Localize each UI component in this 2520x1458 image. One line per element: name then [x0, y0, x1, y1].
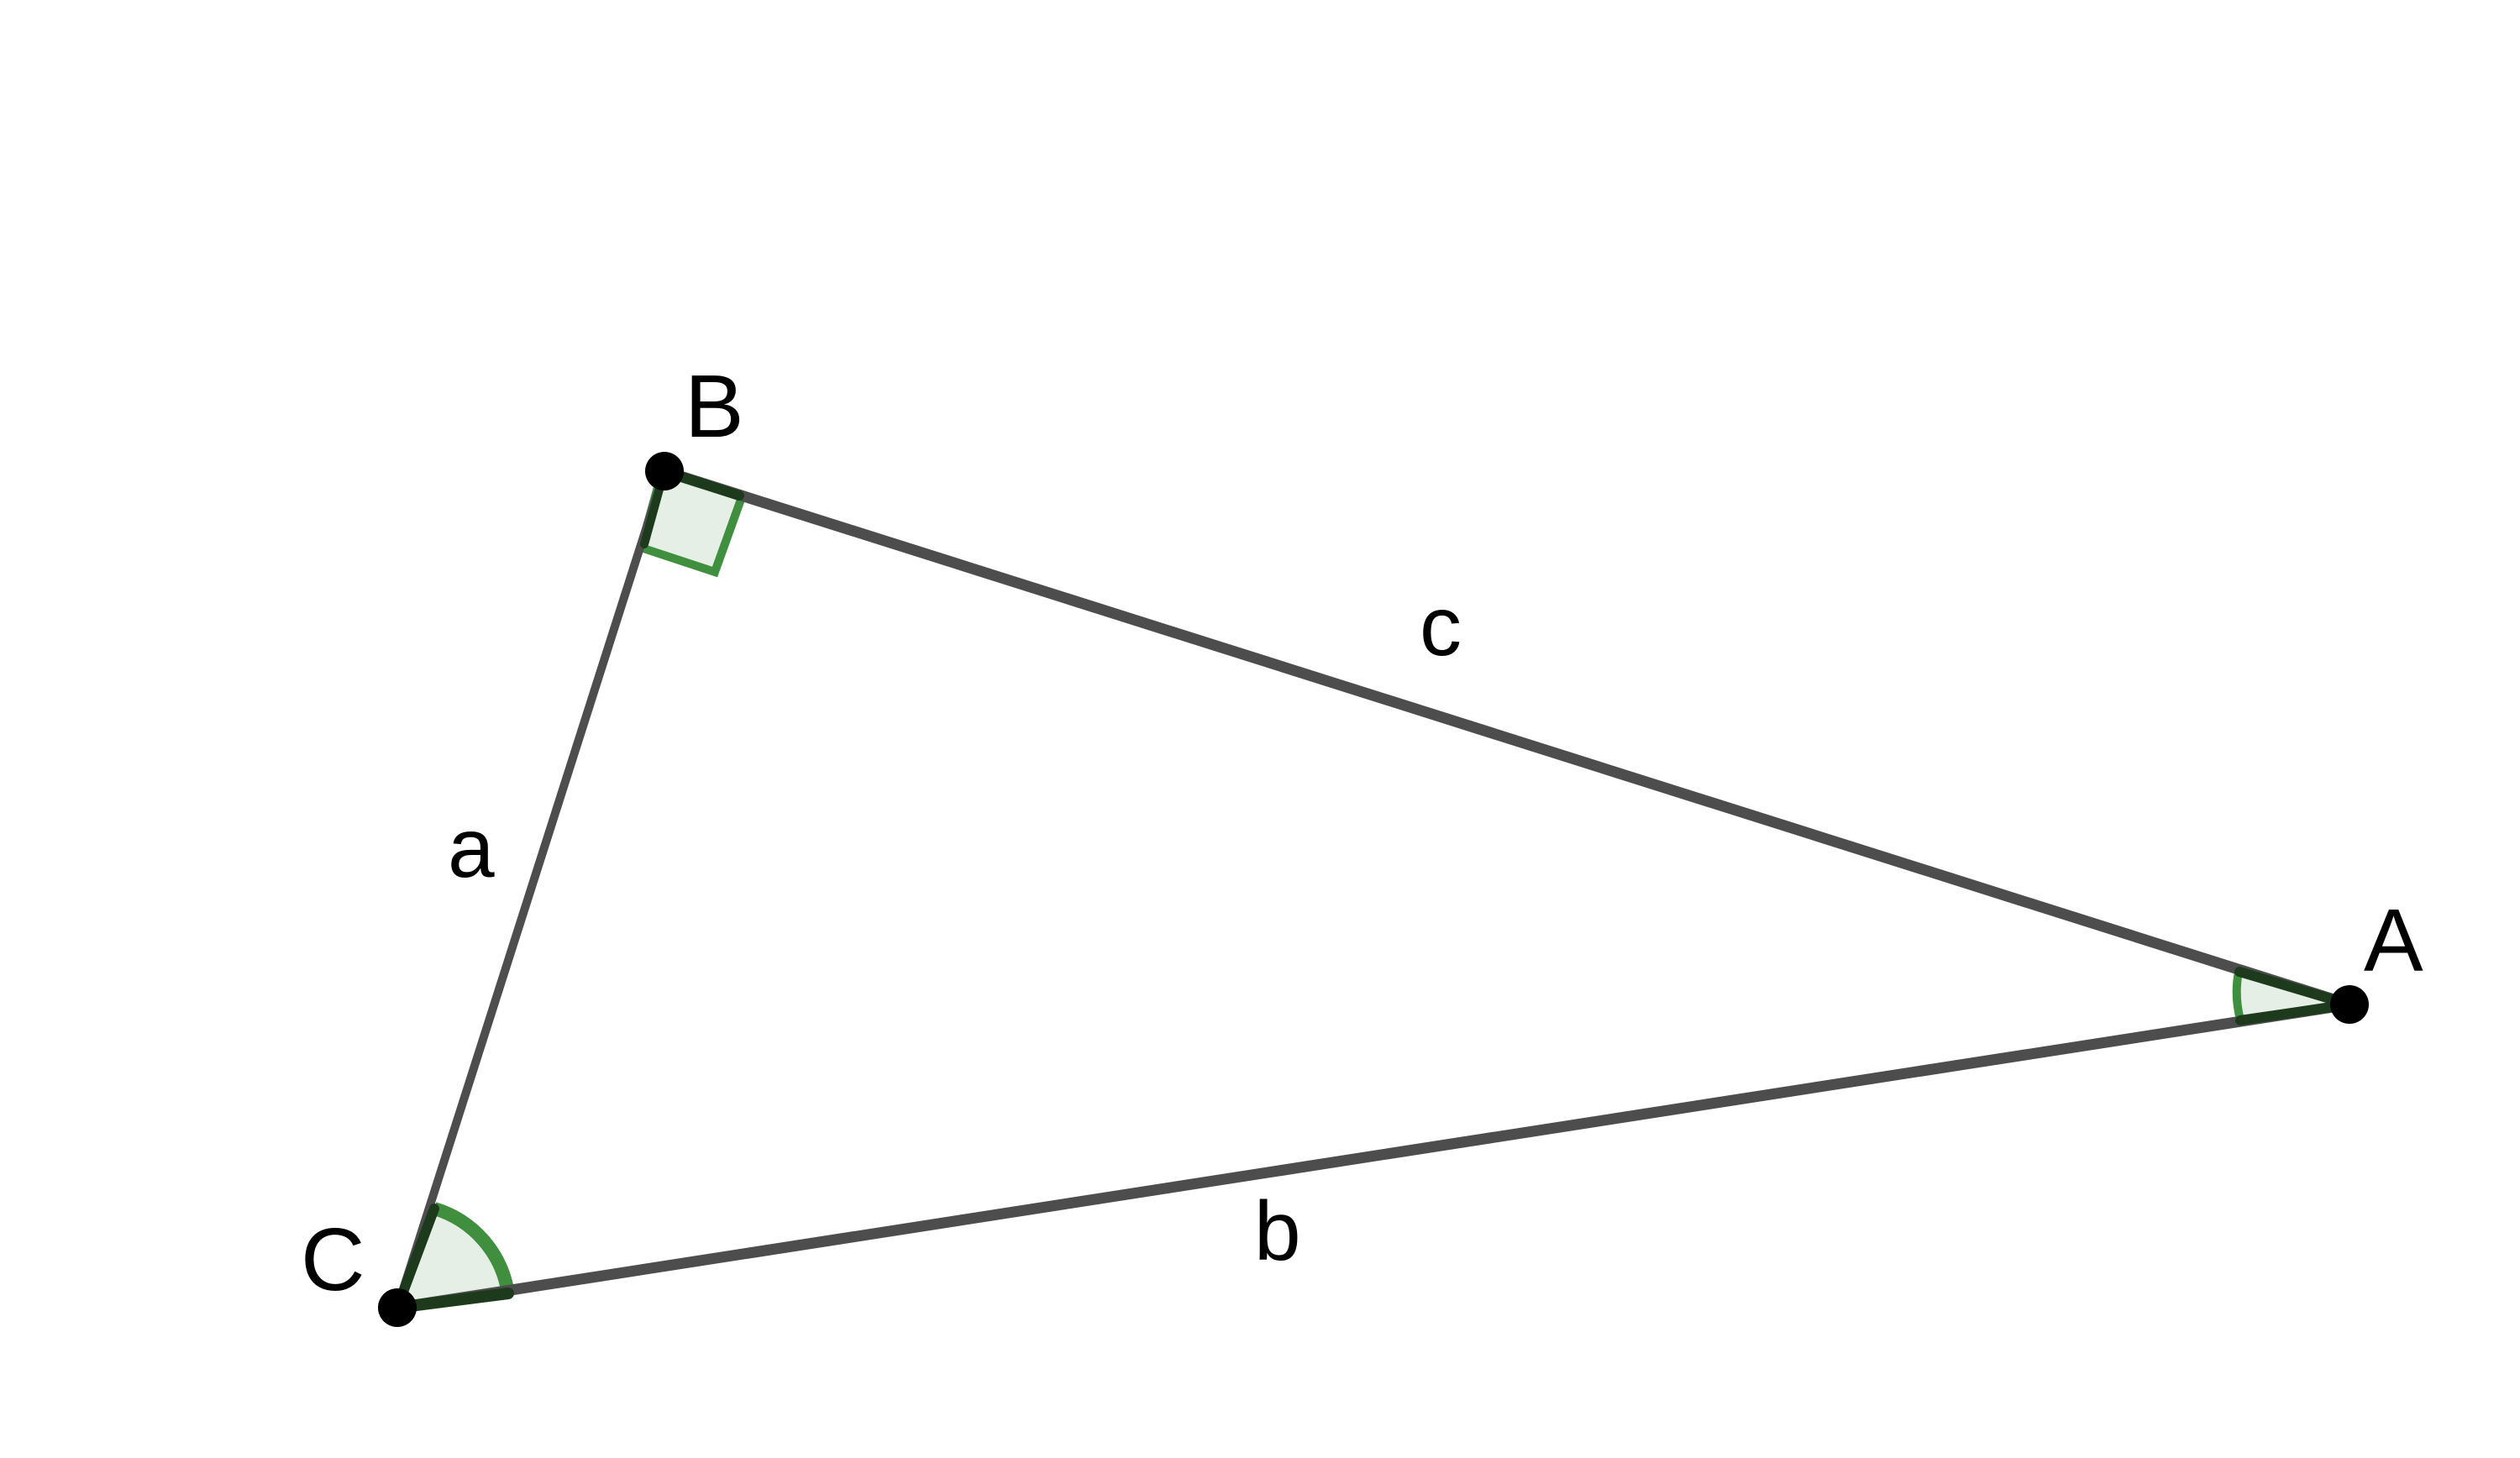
point-B[interactable]	[645, 452, 684, 490]
vertex-label-A: A	[2364, 891, 2423, 990]
side-overlaps	[391, 466, 2355, 1314]
side-a	[393, 467, 669, 1312]
vertex-label-C: C	[301, 1210, 365, 1309]
side-label-a: a	[448, 801, 495, 895]
angle-marks	[397, 466, 2349, 1308]
side-labels: a b c	[448, 580, 1462, 1278]
side-label-c: c	[1420, 580, 1462, 674]
angle-arc-C-stroke	[432, 1202, 515, 1296]
side-c	[659, 465, 2355, 1010]
vertex-label-B: B	[685, 357, 744, 456]
point-C[interactable]	[378, 1288, 417, 1327]
vertex-labels: B A C	[301, 357, 2423, 1309]
triangle-sides	[391, 465, 2355, 1314]
point-A[interactable]	[2330, 985, 2369, 1024]
angle-arc-A-stroke	[2232, 971, 2244, 1021]
vertex-points	[378, 452, 2369, 1327]
side-label-b: b	[1254, 1184, 1301, 1278]
side-b	[391, 999, 2355, 1314]
